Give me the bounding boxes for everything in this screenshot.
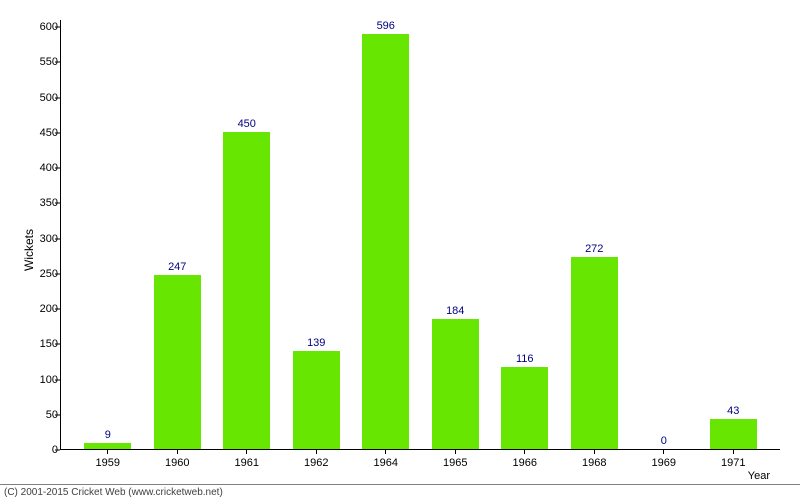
bar xyxy=(154,275,201,449)
x-tick-label: 1971 xyxy=(721,457,745,469)
x-axis-label: Year xyxy=(748,470,770,482)
bar-value-label: 184 xyxy=(446,305,464,317)
bar xyxy=(432,319,479,449)
y-tick-label: 250 xyxy=(28,268,58,280)
y-tick-label: 300 xyxy=(28,233,58,245)
x-tick-mark xyxy=(594,449,595,454)
bar-value-label: 139 xyxy=(307,337,325,349)
y-tick-label: 500 xyxy=(28,92,58,104)
x-tick-label: 1965 xyxy=(443,457,467,469)
x-tick-mark xyxy=(455,449,456,454)
x-tick-label: 1961 xyxy=(235,457,259,469)
y-tick-label: 100 xyxy=(28,374,58,386)
x-tick-mark xyxy=(524,449,525,454)
bar xyxy=(710,419,757,449)
bar-slot: 1391962 xyxy=(282,20,352,449)
bar-slot: 2721968 xyxy=(560,20,630,449)
x-tick-label: 1966 xyxy=(513,457,537,469)
copyright-text: (C) 2001-2015 Cricket Web (www.cricketwe… xyxy=(4,487,223,498)
bar-value-label: 0 xyxy=(661,435,667,447)
x-tick-mark xyxy=(663,449,664,454)
bar-slot: 91959 xyxy=(73,20,143,449)
bar-value-label: 272 xyxy=(585,243,603,255)
chart-container: Wickets 05010015020025030035040045050055… xyxy=(0,0,800,500)
x-tick-mark xyxy=(316,449,317,454)
y-tick-label: 0 xyxy=(28,444,58,456)
y-tick-label: 450 xyxy=(28,127,58,139)
x-tick-label: 1960 xyxy=(165,457,189,469)
bar xyxy=(362,34,409,449)
bar-value-label: 596 xyxy=(377,20,395,32)
copyright-footer: (C) 2001-2015 Cricket Web (www.cricketwe… xyxy=(0,484,800,500)
bar xyxy=(223,132,270,449)
y-tick-label: 600 xyxy=(28,21,58,33)
x-tick-mark xyxy=(246,449,247,454)
bar-value-label: 116 xyxy=(516,353,534,365)
bar-slot: 5961964 xyxy=(351,20,421,449)
bars-row: 9195924719604501961139196259619641841965… xyxy=(61,20,780,449)
bar-slot: 1841965 xyxy=(421,20,491,449)
bar xyxy=(501,367,548,449)
x-tick-mark xyxy=(107,449,108,454)
x-tick-label: 1964 xyxy=(374,457,398,469)
x-tick-mark xyxy=(177,449,178,454)
bar-slot: 01969 xyxy=(629,20,699,449)
bar-value-label: 43 xyxy=(727,405,739,417)
bar xyxy=(571,257,618,449)
y-tick-label: 200 xyxy=(28,303,58,315)
x-tick-mark xyxy=(733,449,734,454)
y-tick-label: 350 xyxy=(28,197,58,209)
plot-area: 9195924719604501961139196259619641841965… xyxy=(60,20,780,450)
bar-value-label: 9 xyxy=(105,429,111,441)
x-tick-label: 1959 xyxy=(96,457,120,469)
x-tick-label: 1962 xyxy=(304,457,328,469)
x-tick-label: 1969 xyxy=(652,457,676,469)
bar-slot: 4501961 xyxy=(212,20,282,449)
y-tick-label: 550 xyxy=(28,56,58,68)
bar-value-label: 247 xyxy=(168,261,186,273)
bar-slot: 1161966 xyxy=(490,20,560,449)
x-tick-label: 1968 xyxy=(582,457,606,469)
bar-value-label: 450 xyxy=(238,118,256,130)
bar xyxy=(293,351,340,449)
y-tick-label: 150 xyxy=(28,338,58,350)
y-tick-label: 400 xyxy=(28,162,58,174)
bar-slot: 431971 xyxy=(699,20,769,449)
bar-slot: 2471960 xyxy=(143,20,213,449)
x-tick-mark xyxy=(385,449,386,454)
y-tick-label: 50 xyxy=(28,409,58,421)
